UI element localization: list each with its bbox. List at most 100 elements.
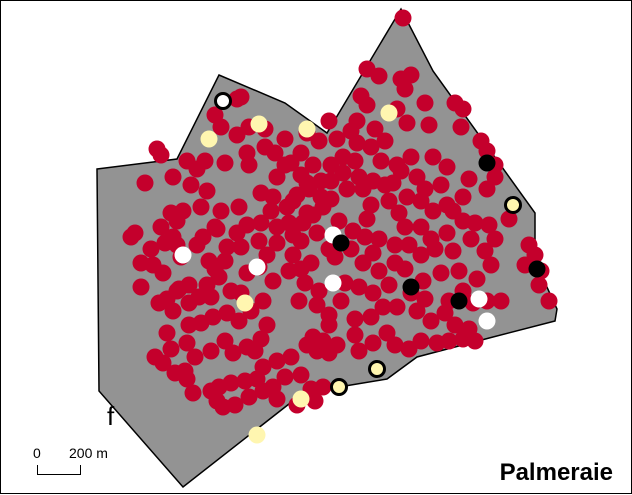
pale-yellow-point bbox=[298, 120, 316, 138]
scale-distance-label: 200 m bbox=[69, 445, 108, 461]
red-point bbox=[132, 278, 150, 296]
red-point bbox=[252, 214, 270, 232]
red-point bbox=[186, 348, 204, 366]
red-point bbox=[422, 312, 440, 330]
red-point bbox=[412, 246, 430, 264]
red-point bbox=[206, 260, 224, 278]
red-point bbox=[310, 282, 328, 300]
red-point bbox=[338, 180, 356, 198]
red-point bbox=[402, 66, 420, 84]
ringed-white-point bbox=[214, 92, 232, 110]
white-point bbox=[174, 246, 192, 264]
point-layer bbox=[122, 9, 558, 444]
red-point bbox=[424, 202, 442, 220]
red-point bbox=[380, 192, 398, 210]
panel-letter: f bbox=[107, 401, 115, 431]
red-point bbox=[184, 384, 202, 402]
red-point bbox=[478, 180, 496, 198]
red-point bbox=[350, 342, 368, 360]
black-point bbox=[402, 278, 420, 296]
red-point bbox=[346, 152, 364, 170]
red-point bbox=[314, 332, 332, 350]
red-point bbox=[330, 212, 348, 230]
red-point bbox=[298, 204, 316, 222]
red-point bbox=[408, 302, 426, 320]
red-point bbox=[248, 370, 266, 388]
red-point bbox=[420, 116, 438, 134]
red-point bbox=[364, 244, 382, 262]
red-point bbox=[146, 348, 164, 366]
red-point bbox=[390, 204, 408, 222]
red-point bbox=[444, 202, 462, 220]
black-point bbox=[450, 292, 468, 310]
red-point bbox=[268, 168, 286, 186]
red-point bbox=[326, 248, 344, 266]
red-point bbox=[250, 232, 268, 250]
red-point bbox=[386, 236, 404, 254]
red-point bbox=[136, 174, 154, 192]
red-point bbox=[478, 142, 496, 160]
red-point bbox=[328, 130, 346, 148]
red-point bbox=[210, 378, 228, 396]
red-point bbox=[354, 180, 372, 198]
red-point bbox=[446, 316, 464, 334]
red-point bbox=[218, 238, 236, 256]
red-point bbox=[276, 156, 294, 174]
red-point bbox=[202, 342, 220, 360]
red-point bbox=[334, 164, 352, 182]
red-point bbox=[452, 118, 470, 136]
red-point bbox=[192, 198, 210, 216]
red-point bbox=[358, 60, 376, 78]
white-point bbox=[324, 274, 342, 292]
red-point bbox=[388, 298, 406, 316]
pale-yellow-point bbox=[292, 390, 310, 408]
red-point bbox=[480, 216, 498, 234]
red-point bbox=[388, 156, 406, 174]
red-point bbox=[224, 344, 242, 362]
red-point bbox=[530, 276, 548, 294]
red-point bbox=[252, 184, 270, 202]
red-point bbox=[230, 312, 248, 330]
red-point bbox=[188, 160, 206, 178]
red-point bbox=[454, 188, 472, 206]
red-point bbox=[276, 368, 294, 386]
red-point bbox=[398, 114, 416, 132]
red-point bbox=[266, 144, 284, 162]
red-point bbox=[378, 324, 396, 342]
red-point bbox=[450, 262, 468, 280]
red-point bbox=[460, 320, 478, 338]
scale-bar: 0 200 m bbox=[29, 443, 139, 487]
red-point bbox=[416, 290, 434, 308]
red-point bbox=[264, 272, 282, 290]
red-point bbox=[370, 230, 388, 248]
red-point bbox=[230, 198, 248, 216]
red-point bbox=[212, 202, 230, 220]
red-point bbox=[232, 238, 250, 256]
black-point bbox=[528, 260, 546, 278]
map-title: Palmeraie bbox=[499, 459, 613, 486]
red-point bbox=[268, 352, 286, 370]
red-point bbox=[240, 156, 258, 174]
pale-yellow-point bbox=[236, 294, 254, 312]
red-point bbox=[132, 254, 150, 272]
pale-yellow-point bbox=[250, 115, 268, 133]
red-point bbox=[376, 132, 394, 150]
red-point bbox=[438, 224, 456, 242]
red-point bbox=[292, 166, 310, 184]
red-point bbox=[476, 242, 494, 260]
red-point bbox=[370, 262, 388, 280]
red-point bbox=[280, 214, 298, 232]
red-point bbox=[424, 148, 442, 166]
red-point bbox=[400, 340, 418, 358]
red-point bbox=[500, 210, 518, 228]
red-point bbox=[460, 170, 478, 188]
red-point bbox=[158, 324, 176, 342]
red-point bbox=[180, 276, 198, 294]
red-point bbox=[188, 236, 206, 254]
red-point bbox=[396, 218, 414, 236]
red-point bbox=[422, 230, 440, 248]
scale-zero-label: 0 bbox=[33, 445, 41, 461]
red-point bbox=[258, 246, 276, 264]
red-point bbox=[320, 316, 338, 334]
red-point bbox=[322, 172, 340, 190]
